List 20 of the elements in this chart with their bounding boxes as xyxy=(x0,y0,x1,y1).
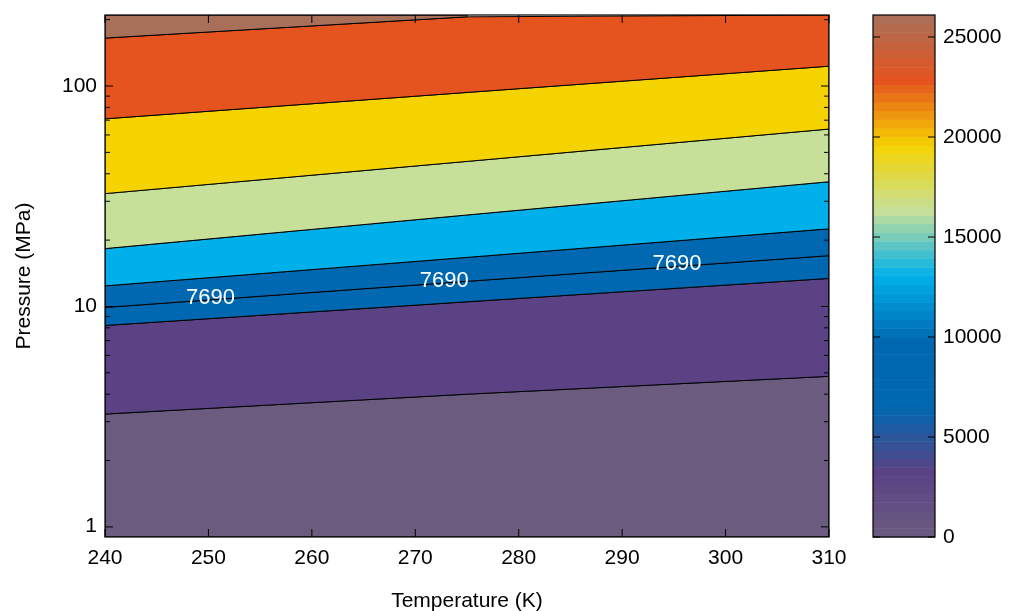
x-tick-label: 250 xyxy=(190,545,226,568)
color-bar-label: 5000 xyxy=(943,423,990,447)
x-tick-label: 280 xyxy=(501,545,537,568)
y-tick-label: 1 xyxy=(85,513,97,537)
color-bar-label: 20000 xyxy=(943,123,1002,147)
x-tick-label: 240 xyxy=(87,545,123,568)
x-tick-label: 300 xyxy=(708,545,744,568)
y-axis-title: Pressure (MPa) xyxy=(11,202,34,350)
x-tick-label: 270 xyxy=(397,545,433,568)
color-bar-label: 0 xyxy=(943,523,955,547)
x-tick-label: 290 xyxy=(604,545,640,568)
y-tick-label: 100 xyxy=(61,72,97,96)
color-bar-label: 15000 xyxy=(943,223,1002,247)
y-tick-label: 10 xyxy=(73,293,97,317)
x-tick-label: 310 xyxy=(811,545,847,568)
annotation: 7690 xyxy=(652,250,702,276)
x-axis-title: Temperature (K) xyxy=(391,588,543,611)
color-bar-label: 10000 xyxy=(943,323,1002,347)
x-tick-label: 260 xyxy=(294,545,330,568)
color-bar-label: 25000 xyxy=(943,23,1002,47)
